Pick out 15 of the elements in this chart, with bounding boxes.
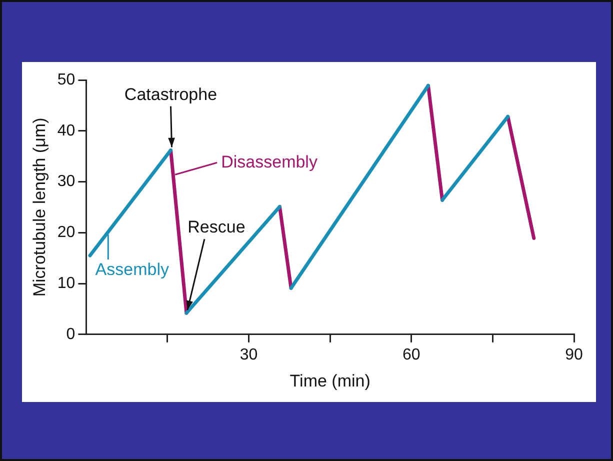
y-tick-label: 50: [57, 71, 76, 88]
y-tick-label: 10: [57, 274, 76, 292]
x-tick-label: 60: [402, 346, 420, 364]
series-label: Assembly: [95, 260, 170, 280]
x-tick-label: 90: [565, 346, 583, 364]
y-tick-label: 20: [57, 224, 76, 242]
legend-label: Disassembly: [221, 152, 318, 172]
y-tick-label: 0: [66, 326, 76, 343]
annotation: Catastrophe: [124, 84, 218, 104]
y-axis-title: Microtubule length (μm): [30, 118, 49, 297]
y-tick-label: 30: [57, 173, 76, 190]
x-axis-title: Time (min): [290, 371, 370, 390]
y-tick-label: 40: [57, 122, 76, 140]
x-tick-label: 30: [240, 346, 258, 364]
annotation: Rescue: [188, 218, 246, 237]
